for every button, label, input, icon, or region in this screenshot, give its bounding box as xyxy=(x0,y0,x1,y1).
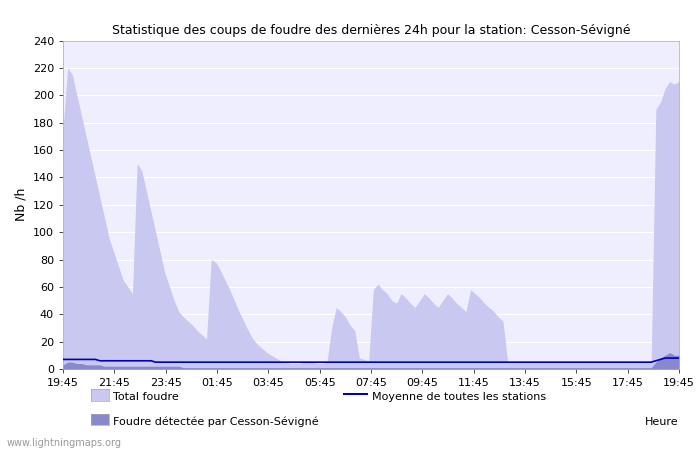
Text: Total foudre: Total foudre xyxy=(113,392,179,402)
Text: Foudre détectée par Cesson-Sévigné: Foudre détectée par Cesson-Sévigné xyxy=(113,416,319,427)
Title: Statistique des coups de foudre des dernières 24h pour la station: Cesson-Sévign: Statistique des coups de foudre des dern… xyxy=(112,23,630,36)
Y-axis label: Nb /h: Nb /h xyxy=(14,188,27,221)
Text: www.lightningmaps.org: www.lightningmaps.org xyxy=(7,437,122,447)
Text: Heure: Heure xyxy=(645,417,679,427)
Text: Moyenne de toutes les stations: Moyenne de toutes les stations xyxy=(372,392,547,402)
